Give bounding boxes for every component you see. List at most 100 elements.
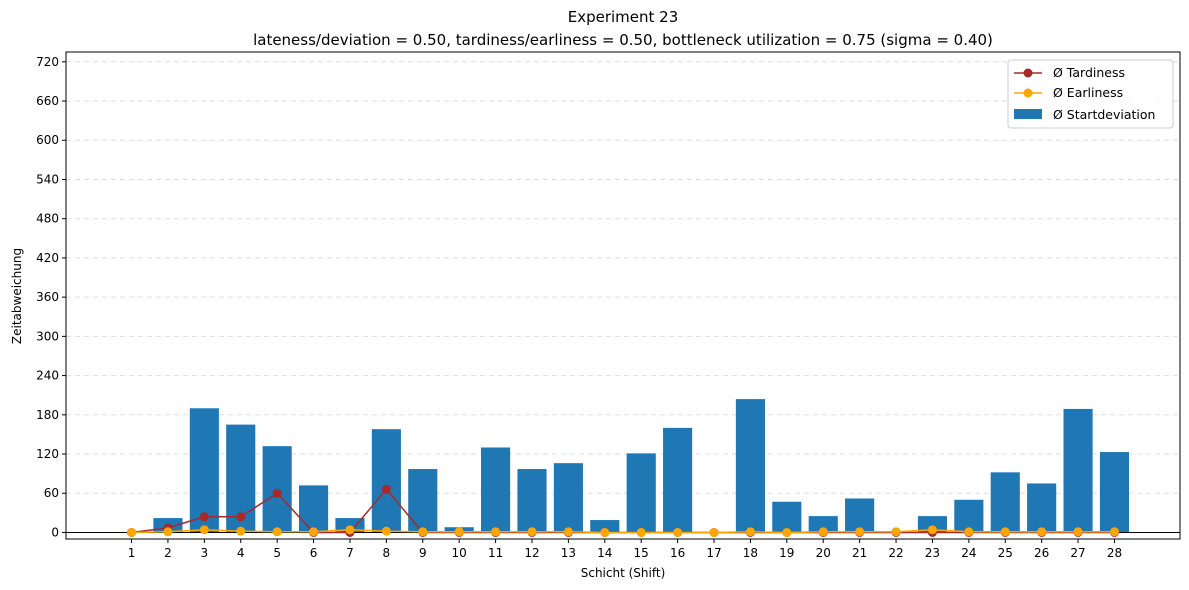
y-tick-label: 660 [36,94,59,108]
y-tick-label: 360 [36,290,59,304]
x-tick-label: 3 [201,546,209,560]
bar-startdeviation [590,520,620,533]
chart-subtitle: lateness/deviation = 0.50, tardiness/ear… [253,31,993,49]
y-tick-label: 0 [51,525,59,539]
legend-label-startdeviation: Ø Startdeviation [1053,107,1155,122]
x-tick-label: 21 [852,546,867,560]
y-axis-label: Zeitabweichung [10,248,24,344]
x-tick-label: 7 [346,546,354,560]
point-earliness [454,527,464,537]
x-tick-label: 16 [670,546,685,560]
y-tick-label: 600 [36,133,59,147]
point-earliness [745,527,755,537]
bar-startdeviation [845,498,875,533]
x-tick-label: 5 [273,546,281,560]
series-line-earliness [131,529,1115,534]
point-earliness [236,526,246,536]
bar-startdeviation [1099,452,1130,533]
legend-label-tardiness: Ø Tardiness [1053,65,1125,80]
bar-startdeviation [517,469,547,533]
point-tardiness [381,484,391,494]
x-tick-label: 24 [961,546,976,560]
bar-startdeviation [954,499,984,533]
bar-startdeviation [808,516,838,533]
x-tick-label: 10 [452,546,467,560]
bar-startdeviation [298,485,329,533]
point-earliness [600,527,610,537]
y-tick-label: 120 [36,447,59,461]
bar-startdeviation [626,453,656,533]
x-tick-label: 14 [597,546,612,560]
x-tick-label: 27 [1070,546,1085,560]
point-earliness [127,527,137,537]
point-earliness [782,527,792,537]
x-tick-label: 9 [419,546,427,560]
point-earliness [527,527,537,537]
y-tick-label: 300 [36,329,59,343]
x-tick-label: 2 [164,546,172,560]
x-tick-label: 26 [1034,546,1049,560]
point-earliness [309,527,319,537]
x-tick-label: 25 [998,546,1013,560]
y-tick-label: 480 [36,212,59,226]
bar-startdeviation [481,447,511,533]
bar-startdeviation [335,518,365,533]
x-axis-label: Schicht (Shift) [581,566,666,580]
x-tick-label: 22 [888,546,903,560]
legend-startdeviation-swatch [1014,109,1042,119]
x-tick-label: 18 [743,546,758,560]
bar-startdeviation [189,408,219,533]
point-earliness [563,527,573,537]
x-tick-label: 17 [706,546,721,560]
x-tick-label: 6 [310,546,318,560]
bar-startdeviation [553,463,583,533]
x-tick-label: 13 [561,546,576,560]
x-tick-label: 20 [816,546,831,560]
point-earliness [345,525,355,535]
bar-startdeviation [1027,483,1057,533]
y-tick-label: 540 [36,172,59,186]
y-tick-label: 420 [36,251,59,265]
x-tick-label: 15 [634,546,649,560]
chart-title: Experiment 23 [568,8,679,26]
x-tick-label: 23 [925,546,940,560]
bar-startdeviation [917,516,948,533]
point-earliness [855,527,865,537]
point-earliness [891,527,901,537]
bar-startdeviation [663,427,693,533]
x-tick-label: 28 [1107,546,1122,560]
bar-series [153,399,1130,533]
bar-startdeviation [990,472,1020,533]
x-tick-label: 12 [524,546,539,560]
line-series [127,484,1119,537]
point-earliness [673,527,683,537]
point-earliness [927,525,937,535]
legend: Ø Tardiness Ø Earliness Ø Startdeviation [1007,59,1174,129]
point-earliness [1073,527,1083,537]
point-tardiness [272,488,282,498]
legend-tardiness-marker [1023,68,1033,78]
y-tick-label: 720 [36,55,59,69]
y-tick-label: 60 [44,486,59,500]
x-axis-ticks: 1 2 3 4 5 6 7 8 9 10 11 12 13 14 15 16 17 18 19 20 21 22 23 24 2… [128,539,1122,560]
point-earliness [818,527,828,537]
point-earliness [199,525,209,535]
legend-box [1007,59,1174,129]
point-earliness [1000,527,1010,537]
point-earliness [709,527,719,537]
point-earliness [1109,527,1119,537]
point-earliness [272,527,282,537]
point-earliness [636,527,646,537]
point-earliness [1037,527,1047,537]
plot-frame [65,51,1181,540]
x-tick-label: 4 [237,546,245,560]
point-tardiness [236,512,246,522]
point-earliness [418,527,428,537]
point-tardiness [199,512,209,522]
y-tick-label: 240 [36,369,59,383]
y-axis-ticks: 0 60 120 180 240 300 360 420 480 540 600 660 720 [36,55,66,539]
y-tick-label: 180 [36,408,59,422]
bar-startdeviation [371,429,401,533]
